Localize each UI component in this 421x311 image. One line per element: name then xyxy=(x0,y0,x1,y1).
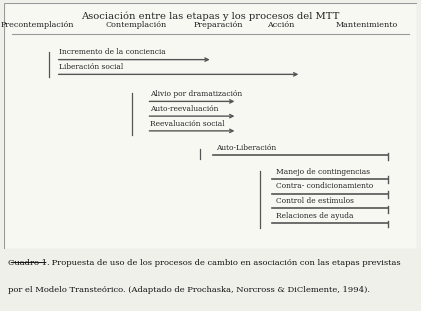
Text: Relaciones de ayuda: Relaciones de ayuda xyxy=(276,212,353,220)
Text: Contemplación: Contemplación xyxy=(106,21,167,29)
Text: Liberación social: Liberación social xyxy=(59,63,123,71)
Text: Propuesta de uso de los procesos de cambio en asociación con las etapas prevista: Propuesta de uso de los procesos de camb… xyxy=(49,259,400,267)
Text: Reevaluación social: Reevaluación social xyxy=(150,120,224,128)
Text: Asociación entre las etapas y los procesos del MTT: Asociación entre las etapas y los proces… xyxy=(81,12,340,21)
Text: Acción: Acción xyxy=(267,21,294,29)
Text: Preparación: Preparación xyxy=(194,21,243,29)
Text: Alivio por dramatización: Alivio por dramatización xyxy=(150,90,242,98)
FancyBboxPatch shape xyxy=(4,3,417,249)
Text: Mantenimiento: Mantenimiento xyxy=(336,21,398,29)
Text: Cuadro 1.: Cuadro 1. xyxy=(8,259,50,267)
Text: Contra- condicionamiento: Contra- condicionamiento xyxy=(276,182,373,190)
Text: Manejo de contingencias: Manejo de contingencias xyxy=(276,168,370,176)
Text: Control de estímulos: Control de estímulos xyxy=(276,197,354,205)
Text: por el Modelo Transteórico. (Adaptado de Prochaska, Norcross & DiClemente, 1994): por el Modelo Transteórico. (Adaptado de… xyxy=(8,286,370,294)
Text: Auto-Liberación: Auto-Liberación xyxy=(216,144,276,152)
Text: Auto-reevaluación: Auto-reevaluación xyxy=(150,105,218,113)
Text: Precontemplación: Precontemplación xyxy=(0,21,74,29)
Text: Incremento de la conciencia: Incremento de la conciencia xyxy=(59,49,166,56)
